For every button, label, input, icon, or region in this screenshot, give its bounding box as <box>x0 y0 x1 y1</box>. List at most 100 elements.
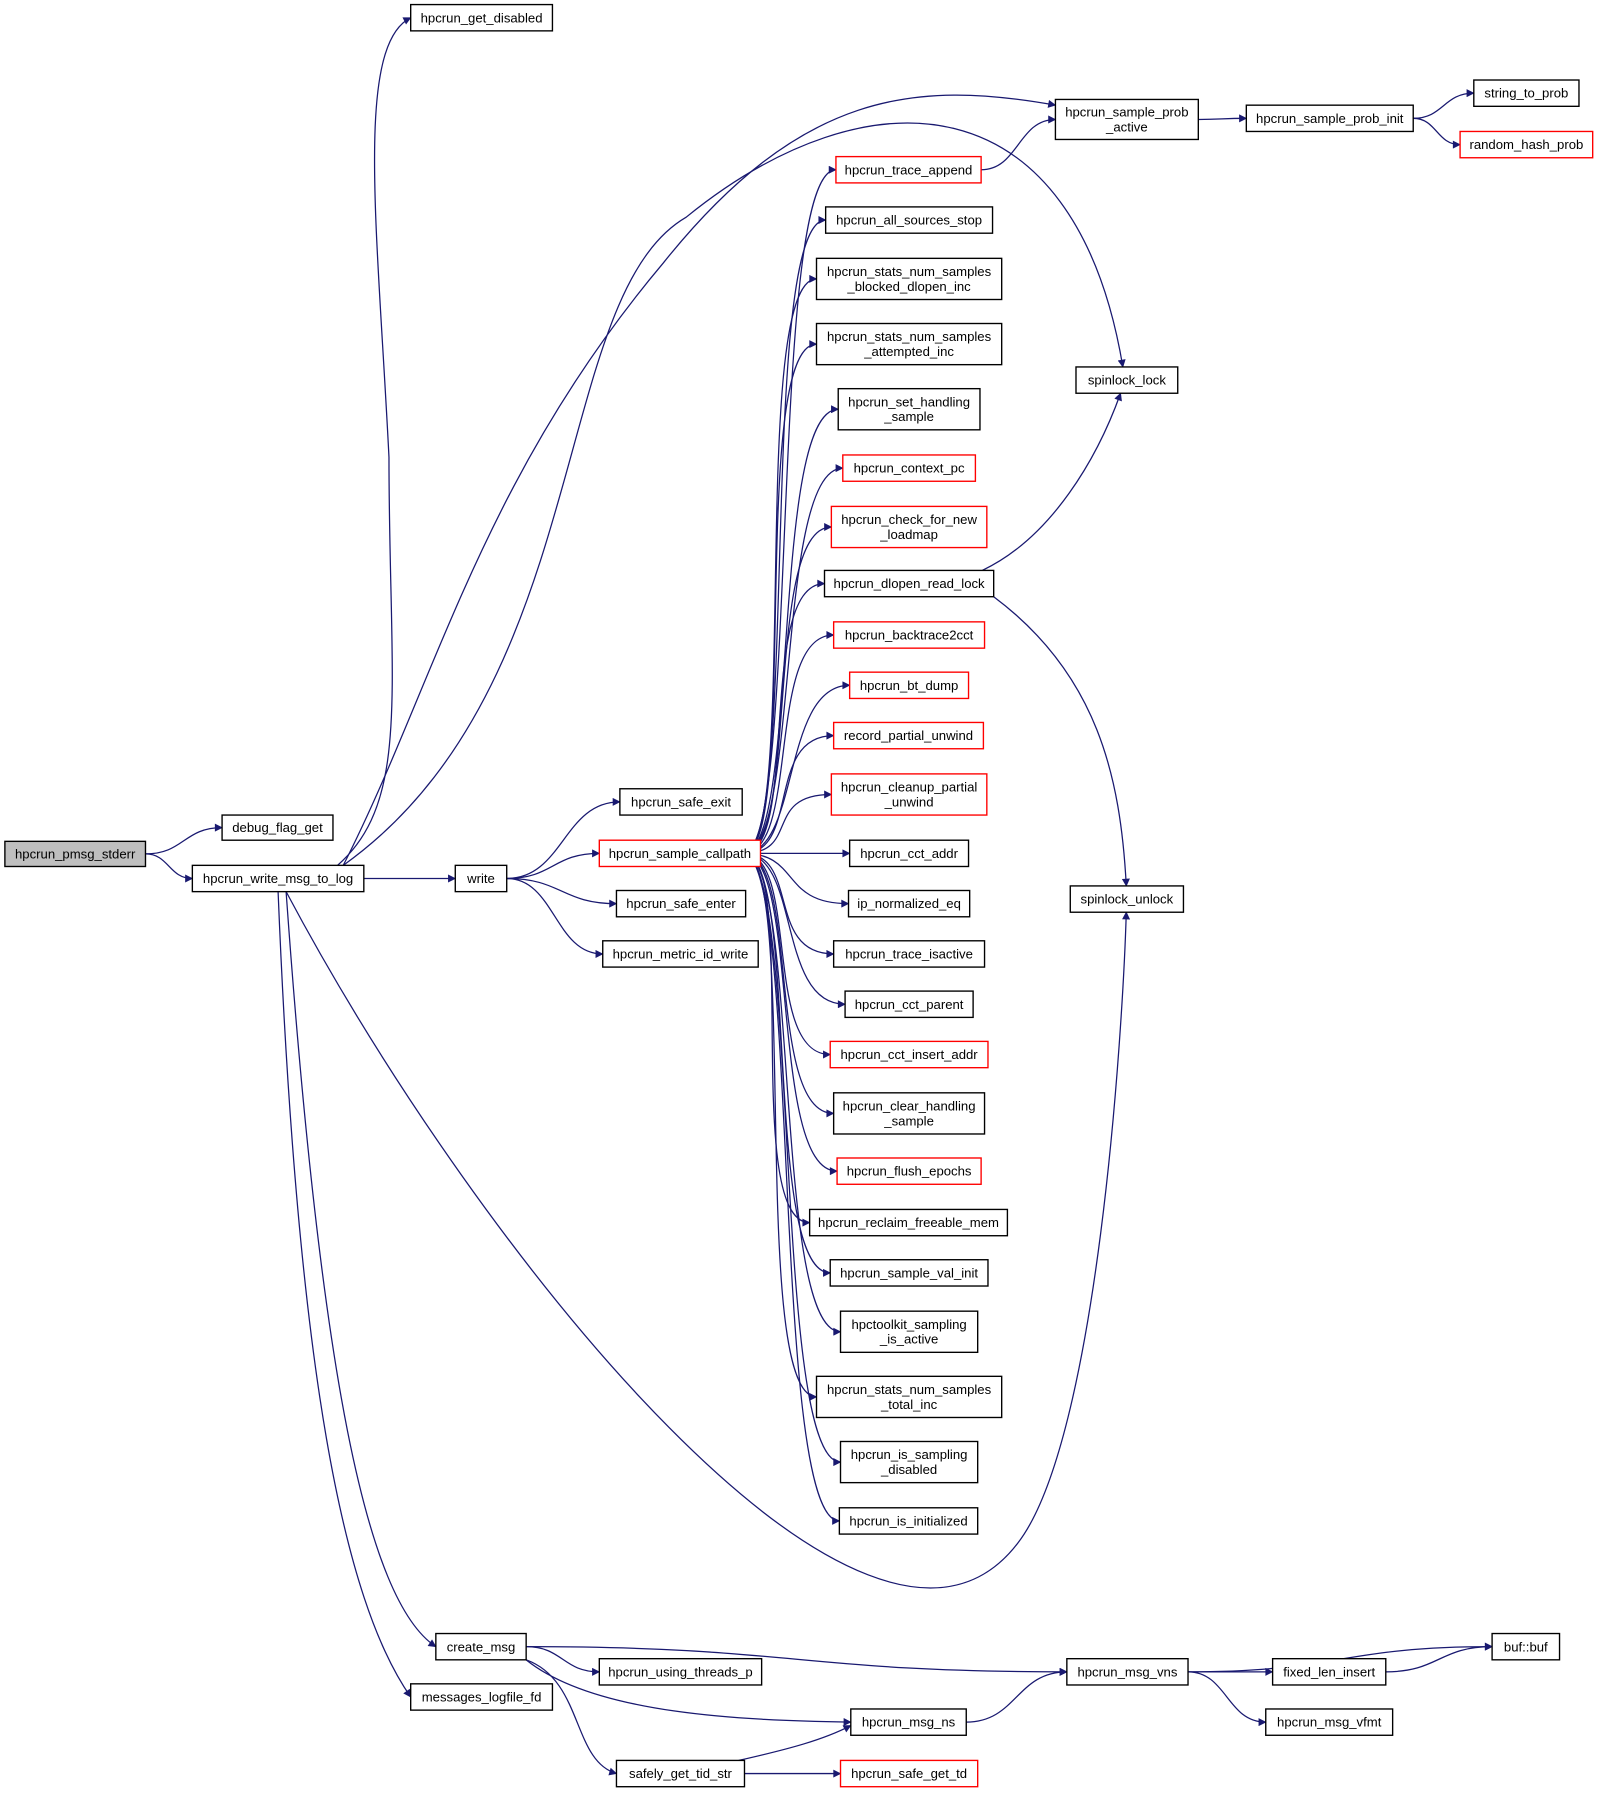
node-sample_prob_active[interactable]: hpcrun_sample_prob_active <box>1054 98 1199 141</box>
node-msg_vns[interactable]: hpcrun_msg_vns <box>1066 1657 1189 1686</box>
edge-fixed_len_insert-to-buf <box>1385 1642 1493 1673</box>
node-box <box>1054 98 1199 141</box>
node-label: hpcrun_trace_isactive <box>845 947 973 962</box>
edge-msg_vns-to-msg_vfmt <box>1188 1671 1267 1727</box>
node-buf[interactable]: buf::buf <box>1491 1632 1561 1661</box>
edge-sample_callpath-to-sampling_is_active <box>743 852 842 1336</box>
node-cct_insert_addr[interactable]: hpcrun_cct_insert_addr <box>829 1040 989 1069</box>
edge-pmsg_stderr-to-debug_flag_get <box>145 823 223 855</box>
node-safe_enter[interactable]: hpcrun_safe_enter <box>615 889 747 918</box>
node-create_msg[interactable]: create_msg <box>435 1632 527 1661</box>
node-cct_parent[interactable]: hpcrun_cct_parent <box>844 990 974 1019</box>
node-label: hpcrun_stats_num_samples <box>827 264 992 279</box>
node-label: hpcrun_clear_handling <box>843 1099 976 1114</box>
node-box <box>832 721 985 750</box>
node-box <box>832 1092 986 1135</box>
node-label: messages_logfile_fd <box>422 1690 542 1705</box>
node-label: hpcrun_reclaim_freeable_mem <box>818 1215 999 1230</box>
node-cleanup_partial_unwind[interactable]: hpcrun_cleanup_partial_unwind <box>830 773 988 816</box>
edge-trace_append-to-sample_prob_active <box>981 115 1057 171</box>
node-fixed_len_insert[interactable]: fixed_len_insert <box>1271 1657 1387 1686</box>
edge-create_msg-to-msg_ns <box>525 1659 852 1727</box>
node-safe_exit[interactable]: hpcrun_safe_exit <box>619 788 743 816</box>
node-is_initialized[interactable]: hpcrun_is_initialized <box>838 1507 979 1535</box>
node-cct_addr[interactable]: hpcrun_cct_addr <box>848 839 970 868</box>
edge-sample_callpath-to-context_pc <box>743 464 844 854</box>
node-safe_get_td[interactable]: hpcrun_safe_get_td <box>839 1759 979 1788</box>
node-msg_ns[interactable]: hpcrun_msg_ns <box>850 1708 967 1736</box>
node-flush_epochs[interactable]: hpcrun_flush_epochs <box>836 1157 982 1185</box>
node-context_pc[interactable]: hpcrun_context_pc <box>842 454 977 482</box>
node-box <box>454 864 508 893</box>
node-label: _unwind <box>884 794 934 809</box>
node-label: hpcrun_write_msg_to_log <box>203 871 353 886</box>
node-box <box>815 1375 1003 1419</box>
node-box <box>839 1759 979 1788</box>
node-total_inc[interactable]: hpcrun_stats_num_samples_total_inc <box>815 1375 1003 1419</box>
node-box <box>1473 79 1580 107</box>
node-trace_append[interactable]: hpcrun_trace_append <box>835 155 982 184</box>
node-box <box>830 773 988 816</box>
node-reclaim_freeable_mem[interactable]: hpcrun_reclaim_freeable_mem <box>808 1208 1009 1237</box>
node-label: string_to_prob <box>1484 86 1568 101</box>
node-label: _attempted_inc <box>863 344 954 359</box>
node-box <box>824 206 994 234</box>
node-box <box>1245 104 1414 133</box>
edge-write-to-safe_exit <box>506 797 621 880</box>
node-label: hpcrun_cct_parent <box>855 997 964 1012</box>
node-backtrace2cct[interactable]: hpcrun_backtrace2cct <box>832 621 986 649</box>
node-dlopen_read_lock[interactable]: hpcrun_dlopen_read_lock <box>823 569 995 598</box>
node-blocked_dlopen_inc[interactable]: hpcrun_stats_num_samples_blocked_dlopen_… <box>815 257 1003 301</box>
node-label: _total_inc <box>880 1397 938 1412</box>
node-clear_handling_sample[interactable]: hpcrun_clear_handling_sample <box>832 1092 986 1135</box>
node-sample_callpath[interactable]: hpcrun_sample_callpath <box>598 839 762 868</box>
node-label: hpcrun_cleanup_partial <box>841 780 978 795</box>
node-label: hpcrun_set_handling <box>848 394 970 409</box>
node-box <box>815 322 1003 366</box>
node-sample_prob_init[interactable]: hpcrun_sample_prob_init <box>1245 104 1414 133</box>
node-label: hpcrun_get_disabled <box>421 10 543 25</box>
node-box <box>598 1657 763 1686</box>
node-write_msg_to_log[interactable]: hpcrun_write_msg_to_log <box>191 864 365 893</box>
node-pmsg_stderr[interactable]: hpcrun_pmsg_stderr <box>4 840 147 868</box>
node-messages_logfile_fd[interactable]: messages_logfile_fd <box>410 1683 554 1711</box>
node-random_hash_prob[interactable]: random_hash_prob <box>1459 130 1594 159</box>
node-get_disabled[interactable]: hpcrun_get_disabled <box>410 3 554 32</box>
edge-write_msg_to_log-to-sample_prob_active <box>342 94 1057 866</box>
node-record_partial_unwind[interactable]: record_partial_unwind <box>832 721 985 750</box>
node-label: hpcrun_dlopen_read_lock <box>834 576 985 591</box>
node-sample_val_init[interactable]: hpcrun_sample_val_init <box>829 1259 989 1287</box>
edge-sample_callpath-to-cct_parent <box>743 852 846 1009</box>
node-using_threads_p[interactable]: hpcrun_using_threads_p <box>598 1657 763 1686</box>
node-write[interactable]: write <box>454 864 508 893</box>
edge-msg_ns-to-msg_vns <box>966 1667 1068 1723</box>
node-string_to_prob[interactable]: string_to_prob <box>1473 79 1580 107</box>
node-label: spinlock_lock <box>1088 373 1166 388</box>
node-ip_normalized_eq[interactable]: ip_normalized_eq <box>847 889 971 918</box>
node-label: hpcrun_trace_append <box>845 162 973 177</box>
node-box <box>221 814 334 841</box>
node-debug_flag_get[interactable]: debug_flag_get <box>221 814 334 841</box>
node-set_handling_sample[interactable]: hpcrun_set_handling_sample <box>837 387 981 431</box>
node-box <box>615 1759 746 1788</box>
edge-sample_prob_init-to-random_hash_prob <box>1413 117 1461 149</box>
node-spinlock_unlock[interactable]: spinlock_unlock <box>1069 885 1185 913</box>
node-check_for_new_loadmap[interactable]: hpcrun_check_for_new_loadmap <box>830 505 988 549</box>
node-bt_dump[interactable]: hpcrun_bt_dump <box>848 671 970 700</box>
edge-sample_callpath-to-check_for_new_loadmap <box>743 523 833 854</box>
node-spinlock_lock[interactable]: spinlock_lock <box>1075 366 1179 394</box>
node-box <box>829 1259 989 1287</box>
node-safely_get_tid_str[interactable]: safely_get_tid_str <box>615 1759 746 1788</box>
node-is_sampling_disabled[interactable]: hpcrun_is_sampling_disabled <box>839 1440 979 1484</box>
node-trace_isactive[interactable]: hpcrun_trace_isactive <box>832 940 986 968</box>
edge-dlopen_read_lock-to-spinlock_lock <box>981 392 1122 571</box>
node-box <box>4 840 147 868</box>
node-msg_vfmt[interactable]: hpcrun_msg_vfmt <box>1265 1708 1394 1736</box>
node-all_sources_stop[interactable]: hpcrun_all_sources_stop <box>824 206 994 234</box>
node-label: hpcrun_check_for_new <box>841 512 977 527</box>
node-metric_id_write[interactable]: hpcrun_metric_id_write <box>602 940 759 968</box>
node-sampling_is_active[interactable]: hpctoolkit_sampling_is_active <box>839 1310 979 1354</box>
node-attempted_inc[interactable]: hpcrun_stats_num_samples_attempted_inc <box>815 322 1003 366</box>
edge-write_msg_to_log-to-messages_logfile_fd <box>277 891 412 1698</box>
edge-sample_callpath-to-bt_dump <box>743 681 851 854</box>
